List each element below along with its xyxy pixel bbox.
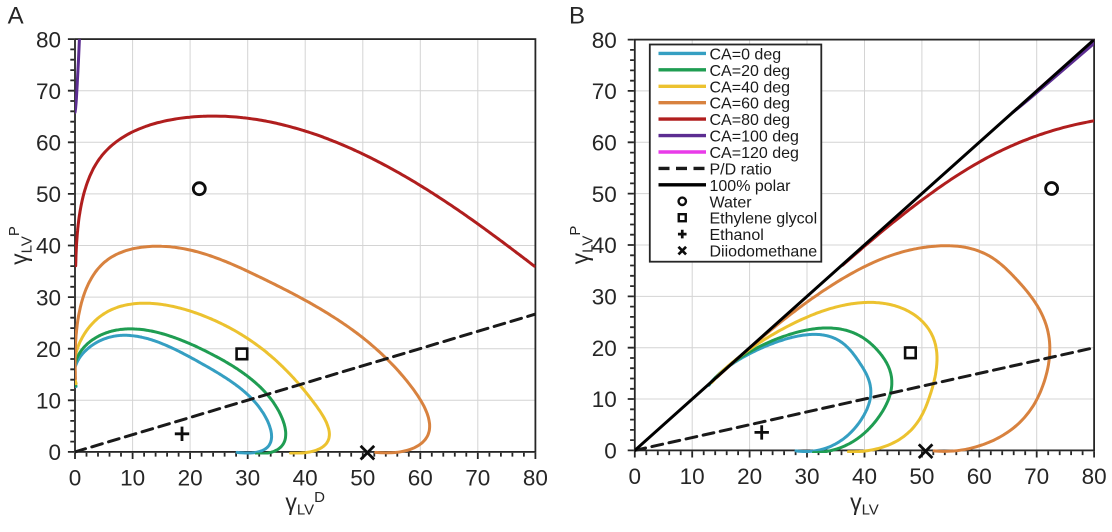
svg-text:CA=40 deg: CA=40 deg: [710, 79, 791, 96]
svg-text:80: 80: [592, 28, 617, 53]
svg-text:60: 60: [592, 131, 617, 156]
svg-text:10: 10: [680, 464, 705, 489]
svg-text:20: 20: [737, 464, 762, 489]
svg-text:30: 30: [592, 285, 617, 310]
svg-text:60: 60: [408, 465, 433, 490]
svg-text:20: 20: [592, 336, 617, 361]
svg-text:40: 40: [852, 464, 877, 489]
svg-text:50: 50: [909, 464, 934, 489]
svg-text:0: 0: [48, 440, 61, 465]
svg-text:80: 80: [1082, 464, 1107, 489]
svg-text:P/D ratio: P/D ratio: [710, 161, 772, 178]
svg-text:40: 40: [592, 233, 617, 258]
svg-text:40: 40: [36, 234, 61, 259]
svg-text:CA=120 deg: CA=120 deg: [710, 145, 799, 162]
svg-text:CA=100 deg: CA=100 deg: [710, 129, 799, 146]
svg-text:30: 30: [36, 285, 61, 310]
svg-text:A: A: [8, 3, 24, 30]
svg-text:20: 20: [36, 337, 61, 362]
svg-text:100% polar: 100% polar: [710, 178, 792, 195]
svg-text:80: 80: [523, 465, 548, 490]
svg-text:60: 60: [967, 464, 992, 489]
svg-text:60: 60: [36, 131, 61, 156]
svg-text:Ethanol: Ethanol: [710, 227, 764, 244]
svg-text:CA=20 deg: CA=20 deg: [710, 63, 791, 80]
svg-text:0: 0: [629, 464, 642, 489]
svg-text:30: 30: [794, 464, 819, 489]
svg-text:80: 80: [36, 27, 61, 52]
svg-text:0: 0: [69, 465, 82, 490]
svg-text:CA=0 deg: CA=0 deg: [710, 46, 782, 63]
svg-text:Ethylene glycol: Ethylene glycol: [710, 211, 818, 228]
svg-text:20: 20: [178, 465, 203, 490]
svg-text:10: 10: [120, 465, 145, 490]
svg-text:70: 70: [36, 79, 61, 104]
svg-text:CA=60 deg: CA=60 deg: [710, 96, 791, 113]
svg-text:50: 50: [36, 182, 61, 207]
svg-text:50: 50: [592, 182, 617, 207]
svg-text:0: 0: [604, 439, 617, 464]
svg-text:30: 30: [235, 465, 260, 490]
svg-text:CA=80 deg: CA=80 deg: [710, 112, 791, 129]
svg-text:10: 10: [592, 387, 617, 412]
svg-text:70: 70: [465, 465, 490, 490]
svg-text:Diiodomethane: Diiodomethane: [710, 244, 818, 261]
svg-text:50: 50: [350, 465, 375, 490]
svg-text:40: 40: [293, 465, 318, 490]
svg-text:γLVD: γLVD: [285, 489, 325, 519]
svg-text:70: 70: [1024, 464, 1049, 489]
svg-text:Water: Water: [710, 194, 753, 211]
svg-text:70: 70: [592, 79, 617, 104]
svg-text:10: 10: [36, 389, 61, 414]
svg-text:B: B: [569, 3, 585, 30]
